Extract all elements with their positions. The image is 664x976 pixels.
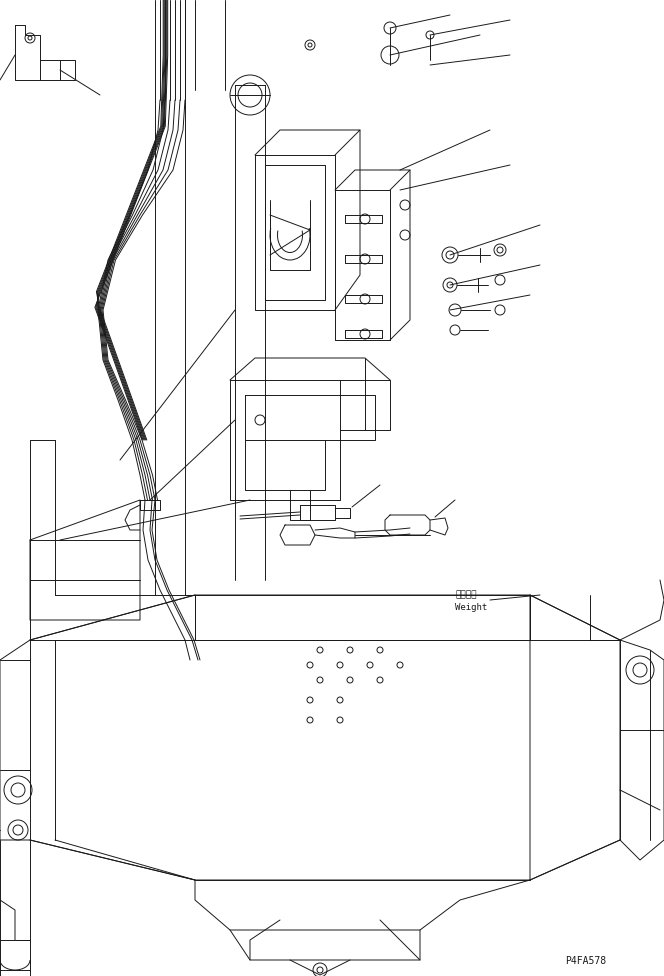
Text: Weight: Weight bbox=[455, 603, 487, 612]
Text: ウェイト: ウェイト bbox=[455, 590, 477, 599]
Text: P4FA578: P4FA578 bbox=[565, 956, 606, 966]
